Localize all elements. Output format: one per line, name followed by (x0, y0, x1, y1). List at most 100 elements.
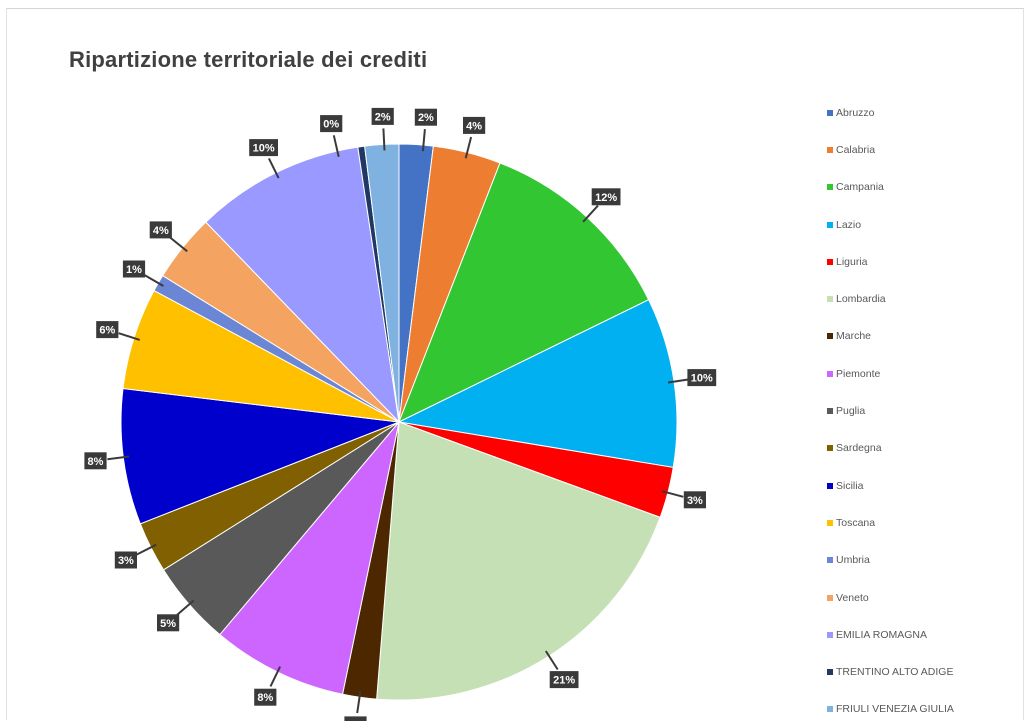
leader-line (143, 274, 164, 287)
data-label-text: 2% (348, 720, 364, 721)
data-label-box (249, 139, 278, 157)
leader-line (667, 378, 691, 384)
data-label-text: 3% (118, 555, 134, 567)
legend-item-sardegna: Sardegna (827, 430, 954, 467)
legend-swatch (827, 706, 833, 713)
leader-line (332, 135, 340, 158)
legend-swatch (827, 258, 833, 265)
data-label-sardegna: 3% (114, 551, 137, 569)
legend-swatch (827, 557, 833, 564)
legend-swatch (827, 184, 833, 191)
data-label-sicilia: 8% (84, 452, 107, 470)
data-label-text: 2% (375, 111, 391, 123)
data-label-text: 3% (687, 495, 703, 507)
data-label-text: 4% (153, 225, 169, 237)
data-label-lazio: 10% (687, 369, 717, 387)
legend-item-friuli-venezia-giulia: FRIULI VENEZIA GIULIA (827, 691, 954, 728)
leader-line (544, 650, 559, 671)
data-label-veneto: 4% (149, 221, 172, 239)
legend-swatch (827, 333, 833, 340)
legend-swatch (827, 631, 833, 638)
chart-title: Ripartizione territoriale dei crediti (69, 47, 428, 72)
legend-item-trentino-alto-adige: TRENTINO ALTO ADIGE (827, 653, 954, 690)
legend-item-abruzzo: Abruzzo (827, 94, 954, 131)
data-label-box (549, 671, 579, 689)
legend-item-lazio: Lazio (827, 206, 954, 243)
legend-label: Lombardia (836, 293, 886, 306)
legend-item-calabria: Calabria (827, 131, 954, 168)
legend-label: Campania (836, 181, 884, 194)
data-label-box (114, 551, 137, 569)
legend-swatch (827, 482, 833, 489)
data-label-box (591, 188, 621, 206)
legend-label: Piemonte (836, 367, 881, 380)
legend-item-veneto: Veneto (827, 579, 954, 616)
data-label-text: 1% (126, 264, 142, 276)
legend-swatch (827, 109, 833, 116)
leader-line (661, 490, 684, 498)
legend-label: Puglia (836, 405, 866, 418)
leader-line (356, 691, 362, 714)
legend-label: Lazio (836, 218, 862, 231)
legend-swatch (827, 669, 833, 676)
pie-slice-friuli-venezia-giulia (364, 143, 400, 423)
data-label-box (463, 116, 486, 134)
data-label-text: 21% (553, 675, 575, 687)
data-label-box (149, 221, 172, 239)
legend-item-marche: Marche (827, 318, 954, 355)
leader-line (464, 136, 473, 159)
chart-frame: Ripartizione territoriale dei crediti 2%… (6, 8, 1024, 721)
data-label-abruzzo: 2% (414, 108, 437, 126)
leader-line (269, 666, 281, 687)
legend-item-emilia-romagna: EMILIA ROMAGNA (827, 616, 954, 653)
legend-item-lombardia: Lombardia (827, 280, 954, 317)
data-label-box (683, 491, 706, 509)
leader-line (136, 543, 157, 556)
data-label-box (84, 452, 107, 470)
data-label-text: 4% (466, 120, 482, 132)
legend-label: TRENTINO ALTO ADIGE (836, 666, 954, 679)
data-label-umbria: 1% (122, 260, 146, 278)
data-label-text: 2% (418, 112, 434, 124)
data-label-emilia-romagna: 10% (249, 139, 278, 157)
data-label-trentino-alto-adige: 0% (320, 115, 343, 133)
legend-item-liguria: Liguria (827, 243, 954, 280)
data-label-box (344, 716, 367, 721)
legend-label: Liguria (836, 255, 868, 268)
legend-label: Abruzzo (836, 106, 875, 119)
data-label-puglia: 5% (157, 614, 180, 632)
leader-line (118, 332, 141, 341)
data-label-box (414, 108, 437, 126)
legend-label: Marche (836, 330, 872, 343)
data-label-text: 5% (160, 618, 176, 630)
leader-line (421, 129, 426, 152)
legend-swatch (827, 519, 833, 526)
data-label-box (157, 614, 180, 632)
legend-swatch (827, 370, 833, 377)
data-label-marche: 2% (344, 716, 367, 721)
legend-item-toscana: Toscana (827, 504, 954, 541)
legend-label: Veneto (836, 591, 869, 604)
leader-line (268, 157, 280, 179)
legend-swatch (827, 594, 833, 601)
chart-legend: Abruzzo Calabria Campania Lazio Liguria Lomba… (827, 94, 954, 728)
data-label-text: 0% (323, 119, 339, 131)
leader-line (382, 128, 386, 151)
data-label-box (122, 260, 146, 278)
data-label-box (371, 107, 394, 125)
leader-line (107, 455, 130, 461)
legend-item-umbria: Umbria (827, 542, 954, 579)
data-label-friuli-venezia-giulia: 2% (371, 107, 394, 125)
legend-label: FRIULI VENEZIA GIULIA (836, 703, 954, 716)
data-label-box (254, 688, 277, 706)
legend-label: Sicilia (836, 479, 864, 492)
data-label-text: 10% (691, 373, 713, 385)
legend-item-campania: Campania (827, 169, 954, 206)
legend-label: Calabria (836, 143, 876, 156)
legend-swatch (827, 146, 833, 153)
legend-swatch (827, 445, 833, 452)
legend-swatch (827, 408, 833, 415)
data-label-box (96, 321, 119, 339)
data-label-text: 10% (253, 143, 275, 155)
leader-line (169, 236, 188, 253)
